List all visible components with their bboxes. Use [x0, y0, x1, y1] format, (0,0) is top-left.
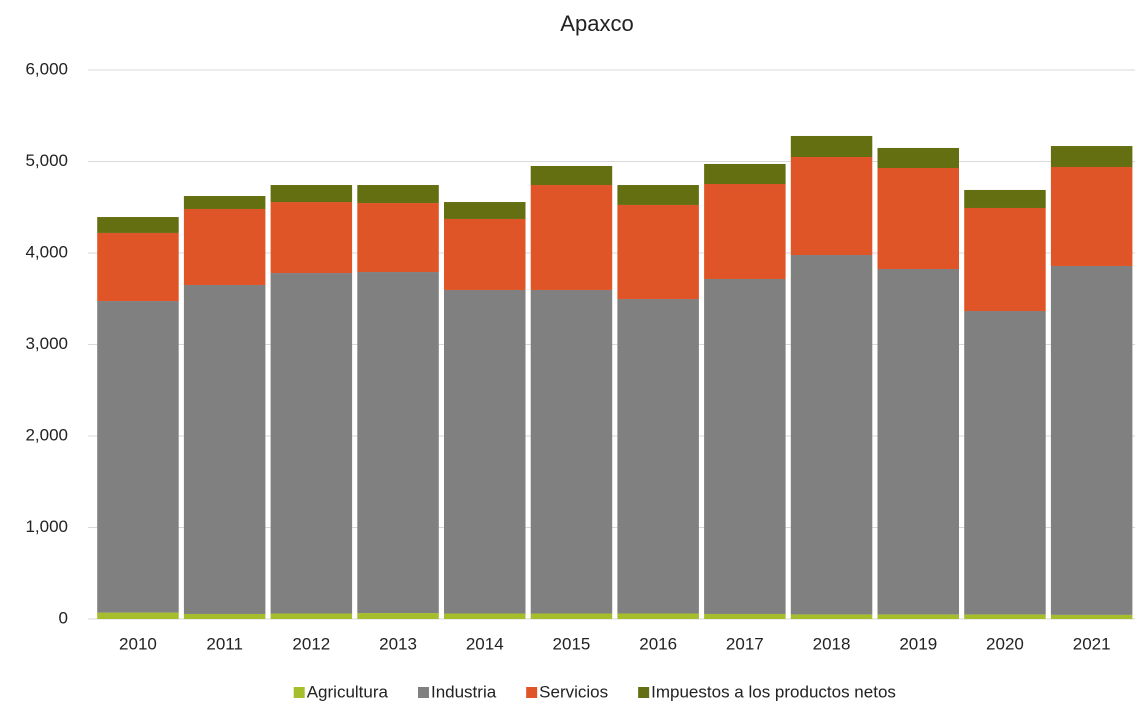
bar-segment	[964, 614, 1046, 619]
bar-segment	[183, 285, 266, 614]
bar-segment	[183, 613, 266, 619]
bar-segment	[97, 217, 179, 233]
bar-segment	[704, 184, 786, 279]
bar-segment	[964, 207, 1046, 312]
bar-segment	[704, 163, 786, 185]
bar-segment	[1050, 614, 1133, 619]
x-tick-label: 2014	[466, 634, 504, 653]
x-tick-label: 2015	[553, 634, 591, 653]
legend-swatch	[526, 687, 538, 698]
x-tick-label: 2018	[813, 634, 851, 653]
bar-segment	[790, 157, 873, 256]
y-tick-label: 5,000	[25, 151, 68, 170]
bar-segment	[704, 278, 786, 614]
bar-segment	[877, 269, 959, 615]
bar-segment	[1050, 166, 1133, 266]
y-tick-label: 2,000	[25, 425, 68, 444]
bar-segment	[964, 189, 1046, 208]
bar-segment	[357, 203, 439, 273]
bar-segment	[617, 299, 699, 614]
legend-label: Industria	[431, 682, 497, 701]
bar-segment	[617, 185, 699, 205]
bar-segment	[270, 202, 353, 274]
chart-title: Apaxco	[560, 11, 633, 36]
x-tick-label: 2020	[986, 634, 1024, 653]
bar-segment	[270, 273, 353, 614]
bar-segment	[617, 613, 699, 619]
bar-segment	[877, 167, 959, 270]
y-tick-label: 0	[59, 608, 68, 627]
x-tick-label: 2012	[292, 634, 330, 653]
x-tick-label: 2021	[1073, 634, 1111, 653]
bar-segment	[357, 272, 439, 614]
x-tick-label: 2016	[639, 634, 677, 653]
bar-segment	[270, 613, 353, 619]
y-tick-label: 6,000	[25, 59, 68, 78]
legend: Agricultura Industria Servicios Impuestos a…	[293, 682, 896, 701]
bar-segment	[530, 613, 613, 619]
legend-label: Servicios	[539, 682, 608, 701]
bar-segment	[270, 185, 353, 203]
bar-segment	[444, 613, 526, 619]
bar-segment	[97, 232, 179, 302]
bar-segment	[790, 255, 873, 615]
legend-swatch	[417, 687, 429, 698]
bar-segment	[97, 301, 179, 613]
bar-segment	[444, 202, 526, 219]
legend-label: Agricultura	[307, 682, 389, 701]
y-tick-label: 3,000	[25, 334, 68, 353]
bar-segment	[1050, 146, 1133, 167]
y-tick-label: 1,000	[25, 517, 68, 536]
bar-segment	[617, 204, 699, 300]
legend-swatch	[293, 687, 305, 698]
bar-segment	[530, 185, 613, 290]
x-tick-label: 2019	[899, 634, 937, 653]
bar-segment	[704, 613, 786, 619]
bar-segment	[530, 165, 613, 186]
y-tick-label: 4,000	[25, 242, 68, 261]
bar-segment	[183, 208, 266, 286]
bar-segment	[877, 614, 959, 619]
x-tick-label: 2011	[206, 634, 243, 653]
legend-swatch	[638, 687, 650, 698]
x-tick-label: 2013	[379, 634, 417, 653]
bar-segment	[790, 135, 873, 158]
x-tick-label: 2010	[119, 634, 157, 653]
bar-segment	[444, 218, 526, 290]
legend-label: Impuestos a los productos netos	[651, 682, 896, 701]
bar-segment	[964, 311, 1046, 615]
bar-segment	[530, 289, 613, 614]
bar-segment	[97, 612, 179, 619]
bar-segment	[183, 195, 266, 209]
bar-segment	[444, 289, 526, 614]
bar-segment	[790, 614, 873, 619]
bar-segment	[1050, 265, 1133, 615]
bar-segment	[357, 613, 439, 619]
bar-segment	[877, 147, 959, 168]
bar-segment	[357, 185, 439, 204]
x-tick-label: 2017	[726, 634, 764, 653]
